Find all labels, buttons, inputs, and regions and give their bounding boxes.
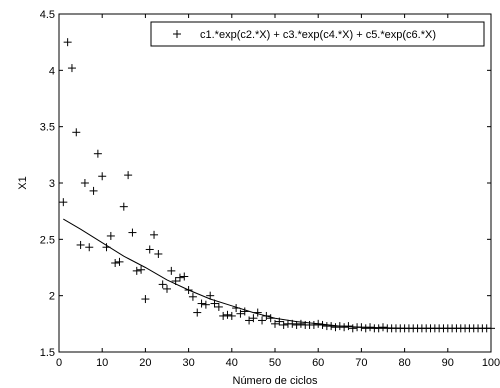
data-point [193, 308, 202, 317]
axis-ticks-layer: 0 10 20 30 40 50 60 70 80 90 100 1.5 2 2.5 3 3.5 4 4.5 [40, 9, 500, 369]
data-point [67, 64, 76, 73]
data-point [249, 314, 258, 323]
x-tick-label: 10 [96, 357, 108, 369]
x-tick-label: 40 [226, 357, 238, 369]
scatter-markers-layer [59, 38, 495, 333]
data-point [232, 304, 241, 313]
data-point [206, 291, 215, 300]
data-point [236, 309, 245, 318]
legend-entry: c1.*exp(c2.*X) + c3.*exp(c4.*X) + c5.*ex… [200, 29, 436, 41]
data-point [85, 243, 94, 252]
data-point [335, 322, 344, 331]
x-tick-label: 90 [442, 357, 454, 369]
data-point [292, 320, 301, 329]
data-point [59, 198, 68, 207]
data-point [102, 243, 111, 252]
data-point [111, 258, 120, 267]
data-point [245, 316, 254, 325]
data-point [76, 240, 85, 249]
data-point [154, 249, 163, 258]
data-point [89, 186, 98, 195]
data-point [344, 322, 353, 331]
x-tick-label: 60 [312, 357, 324, 369]
data-point [314, 319, 323, 328]
data-point [132, 266, 141, 275]
data-point [93, 149, 102, 158]
data-point [327, 322, 336, 331]
data-point [72, 128, 81, 137]
data-point [340, 323, 349, 332]
y-tick-label: 3 [49, 178, 55, 190]
data-point [374, 324, 383, 333]
x-tick-label: 80 [398, 357, 410, 369]
legend-marker [173, 30, 181, 38]
data-point [214, 302, 223, 311]
data-point [357, 323, 366, 332]
data-point [124, 171, 133, 180]
y-tick-label: 2 [49, 291, 55, 303]
data-point [253, 308, 262, 317]
data-point [331, 323, 340, 332]
data-point [201, 300, 210, 309]
data-point [63, 38, 72, 47]
x-tick-label: 30 [182, 357, 194, 369]
y-tick-label: 3.5 [40, 122, 55, 134]
data-point [175, 273, 184, 282]
legend: c1.*exp(c2.*X) + c3.*exp(c4.*X) + c5.*ex… [150, 21, 485, 47]
data-point [128, 228, 137, 237]
data-point [150, 230, 159, 239]
data-point [296, 319, 305, 328]
data-point [271, 319, 279, 328]
legend-box [150, 21, 485, 47]
data-point [210, 299, 219, 308]
data-point [145, 245, 154, 254]
data-point [366, 323, 375, 332]
x-axis-label: Número de ciclos [233, 375, 318, 387]
y-tick-label: 1.5 [40, 347, 55, 359]
data-point [80, 179, 89, 187]
data-point [361, 324, 370, 333]
x-tick-label: 100 [482, 357, 500, 369]
data-point [188, 292, 197, 301]
x-tick-label: 50 [269, 357, 281, 369]
y-tick-label: 4 [49, 65, 55, 77]
data-point [184, 286, 193, 295]
y-tick-label: 2.5 [40, 234, 55, 246]
data-point [318, 320, 327, 329]
data-point [219, 311, 228, 320]
data-point [98, 172, 107, 181]
data-point [279, 320, 288, 329]
data-point [379, 323, 387, 332]
data-point [288, 319, 297, 328]
data-point [115, 257, 124, 266]
x-tick-label: 0 [56, 357, 62, 369]
data-point [348, 324, 357, 333]
data-point [262, 311, 271, 320]
data-point [141, 295, 150, 304]
y-tick-label: 4.5 [40, 9, 55, 21]
data-point [275, 317, 284, 326]
plot-area [59, 14, 491, 352]
data-point [197, 299, 206, 308]
data-point [180, 272, 189, 281]
data-point [309, 320, 318, 329]
data-point [137, 265, 146, 274]
data-point [266, 314, 275, 323]
x-tick-label: 20 [139, 357, 151, 369]
x-tick-label: 70 [355, 357, 367, 369]
data-point [163, 284, 171, 293]
y-axis-label: X1 [17, 176, 29, 189]
data-point [106, 231, 115, 240]
data-point [119, 202, 128, 211]
data-point [223, 310, 232, 319]
data-point [227, 311, 236, 320]
data-point [167, 266, 176, 275]
data-point [171, 277, 180, 286]
data-point [258, 316, 267, 325]
data-point [240, 307, 249, 316]
data-point [158, 280, 167, 289]
